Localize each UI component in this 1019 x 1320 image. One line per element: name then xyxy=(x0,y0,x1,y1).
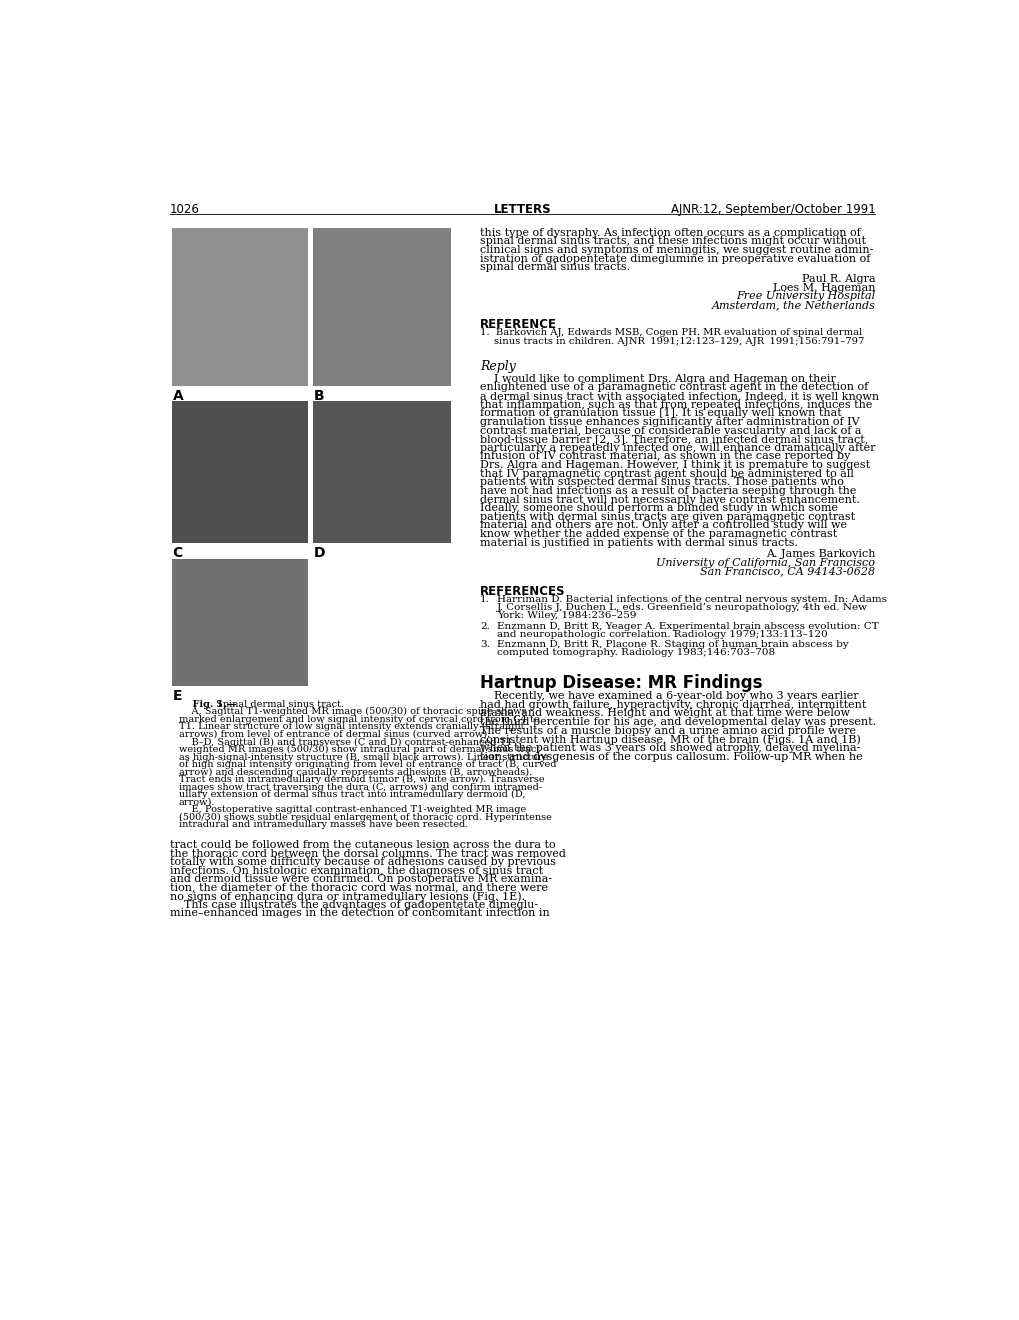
Text: istration of gadopentetate dimeglumine in preoperative evaluation of: istration of gadopentetate dimeglumine i… xyxy=(480,253,869,264)
Text: consistent with Hartnup disease. MR of the brain (Figs. 1A and 1B): consistent with Hartnup disease. MR of t… xyxy=(480,734,860,744)
Text: spinal dermal sinus tracts, and these infections might occur without: spinal dermal sinus tracts, and these in… xyxy=(480,236,865,247)
Text: E, Postoperative sagittal contrast-enhanced T1-weighted MR image: E, Postoperative sagittal contrast-enhan… xyxy=(178,805,526,814)
Text: 1026: 1026 xyxy=(170,203,200,216)
Text: of high signal intensity originating from level of entrance of tract (B, curved: of high signal intensity originating fro… xyxy=(178,760,555,770)
Text: San Francisco, CA 94143-0628: San Francisco, CA 94143-0628 xyxy=(700,566,874,577)
Text: patients with suspected dermal sinus tracts. Those patients who: patients with suspected dermal sinus tra… xyxy=(480,478,843,487)
Text: that IV paramagnetic contrast agent should be administered to all: that IV paramagnetic contrast agent shou… xyxy=(480,469,853,479)
Text: when the patient was 3 years old showed atrophy, delayed myelina-: when the patient was 3 years old showed … xyxy=(480,743,860,752)
Text: Drs. Algra and Hageman. However, I think it is premature to suggest: Drs. Algra and Hageman. However, I think… xyxy=(480,461,869,470)
Text: Harriman D. Bacterial infections of the central nervous system. In: Adams: Harriman D. Bacterial infections of the … xyxy=(496,595,887,605)
Text: the third percentile for his age, and developmental delay was present.: the third percentile for his age, and de… xyxy=(480,717,875,727)
Text: tract could be followed from the cutaneous lesion across the dura to: tract could be followed from the cutaneo… xyxy=(170,841,555,850)
Bar xyxy=(172,558,308,686)
Text: images show tract traversing the dura (C, arrows) and confirm intramed-: images show tract traversing the dura (C… xyxy=(178,783,541,792)
Text: arrow) and descending caudally represents adhesions (B, arrowheads).: arrow) and descending caudally represent… xyxy=(178,768,531,776)
Text: REFERENCE: REFERENCE xyxy=(480,318,556,330)
Text: know whether the added expense of the paramagnetic contrast: know whether the added expense of the pa… xyxy=(480,529,837,539)
Text: A. James Barkovich: A. James Barkovich xyxy=(765,549,874,560)
Text: 1.  Barkovich AJ, Edwards MSB, Cogen PH. MR evaluation of spinal dermal: 1. Barkovich AJ, Edwards MSB, Cogen PH. … xyxy=(480,329,861,338)
Text: T1. Linear structure of low signal intensity extends cranially (straight: T1. Linear structure of low signal inten… xyxy=(178,722,524,731)
Text: 2.: 2. xyxy=(480,622,489,631)
Text: have not had infections as a result of bacteria seeping through the: have not had infections as a result of b… xyxy=(480,486,856,496)
Text: D: D xyxy=(313,546,325,561)
Text: arrows) from level of entrance of dermal sinus (curved arrow).: arrows) from level of entrance of dermal… xyxy=(178,730,489,739)
Bar xyxy=(172,401,308,544)
Text: B: B xyxy=(313,388,324,403)
Text: University of California, San Francisco: University of California, San Francisco xyxy=(656,558,874,568)
Text: Enzmann D, Britt R, Yeager A. Experimental brain abscess evolution: CT: Enzmann D, Britt R, Yeager A. Experiment… xyxy=(496,622,878,631)
Text: Spinal dermal sinus tract.: Spinal dermal sinus tract. xyxy=(216,700,343,709)
Text: blood-tissue barrier [2, 3]. Therefore, an infected dermal sinus tract,: blood-tissue barrier [2, 3]. Therefore, … xyxy=(480,434,867,445)
Text: This case illustrates the advantages of gadopentetate dimeglu-: This case illustrates the advantages of … xyxy=(170,900,538,909)
Text: J, Corsellis J, Duchen L, eds. Greenfield’s neuropathology, 4th ed. New: J, Corsellis J, Duchen L, eds. Greenfiel… xyxy=(496,603,867,612)
Text: this type of dysraphy. As infection often occurs as a complication of: this type of dysraphy. As infection ofte… xyxy=(480,227,860,238)
Text: Enzmann D, Britt R, Placone R. Staging of human brain abscess by: Enzmann D, Britt R, Placone R. Staging o… xyxy=(496,640,848,649)
Text: ataxia, and weakness. Height and weight at that time were below: ataxia, and weakness. Height and weight … xyxy=(480,709,849,718)
Text: 3.: 3. xyxy=(480,640,489,649)
Text: patients with dermal sinus tracts are given paramagnetic contrast: patients with dermal sinus tracts are gi… xyxy=(480,512,854,521)
Text: Tract ends in intramedullary dermoid tumor (B, white arrow). Transverse: Tract ends in intramedullary dermoid tum… xyxy=(178,775,544,784)
Text: REFERENCES: REFERENCES xyxy=(480,585,566,598)
Text: York: Wiley, 1984:236–259: York: Wiley, 1984:236–259 xyxy=(496,611,636,620)
Text: Amsterdam, the Netherlands: Amsterdam, the Netherlands xyxy=(711,300,874,310)
Text: infusion of IV contrast material, as shown in the case reported by: infusion of IV contrast material, as sho… xyxy=(480,451,850,462)
Text: sinus tracts in children. AJNR  1991;12:123–129, AJR  1991;156:791–797: sinus tracts in children. AJNR 1991;12:1… xyxy=(493,337,864,346)
Text: infections. On histologic examination, the diagnoses of sinus tract: infections. On histologic examination, t… xyxy=(170,866,543,875)
Text: C: C xyxy=(172,546,182,561)
Text: 1.: 1. xyxy=(480,595,489,605)
Text: E: E xyxy=(172,689,181,704)
Text: arrow).: arrow). xyxy=(178,797,215,807)
Text: mine–enhanced images in the detection of concomitant infection in: mine–enhanced images in the detection of… xyxy=(170,908,549,919)
Text: and dermoid tissue were confirmed. On postoperative MR examina-: and dermoid tissue were confirmed. On po… xyxy=(170,874,551,884)
Text: had had growth failure, hyperactivity, chronic diarrhea, intermittent: had had growth failure, hyperactivity, c… xyxy=(480,700,866,710)
Text: that inflammation, such as that from repeated infections, induces the: that inflammation, such as that from rep… xyxy=(480,400,871,409)
Text: Hartnup Disease: MR Findings: Hartnup Disease: MR Findings xyxy=(480,675,762,692)
Text: Free University Hospital: Free University Hospital xyxy=(736,292,874,301)
Text: dermal sinus tract will not necessarily have contrast enhancement.: dermal sinus tract will not necessarily … xyxy=(480,495,859,504)
Text: granulation tissue enhances significantly after administration of IV: granulation tissue enhances significantl… xyxy=(480,417,859,426)
Text: Fig. 1.—: Fig. 1.— xyxy=(178,700,236,709)
Text: clinical signs and symptoms of meningitis, we suggest routine admin-: clinical signs and symptoms of meningiti… xyxy=(480,246,872,255)
Text: contrast material, because of considerable vascularity and lack of a: contrast material, because of considerab… xyxy=(480,425,861,436)
Bar xyxy=(172,227,308,385)
Text: Paul R. Algra: Paul R. Algra xyxy=(801,275,874,284)
Text: A: A xyxy=(172,388,183,403)
Text: material is justified in patients with dermal sinus tracts.: material is justified in patients with d… xyxy=(480,537,797,548)
Text: as high-signal-intensity structure (B, small black arrows). Linear structure: as high-signal-intensity structure (B, s… xyxy=(178,752,547,762)
Text: Recently, we have examined a 6-year-old boy who 3 years earlier: Recently, we have examined a 6-year-old … xyxy=(480,692,858,701)
Text: the thoracic cord between the dorsal columns. The tract was removed: the thoracic cord between the dorsal col… xyxy=(170,849,566,859)
Bar xyxy=(313,227,451,385)
Text: intradural and intramedullary masses have been resected.: intradural and intramedullary masses hav… xyxy=(178,821,468,829)
Text: A, Sagittal T1-weighted MR image (500/30) of thoracic spine shows: A, Sagittal T1-weighted MR image (500/30… xyxy=(178,708,526,717)
Text: AJNR:12, September/October 1991: AJNR:12, September/October 1991 xyxy=(669,203,874,216)
Text: tion, and dysgenesis of the corpus callosum. Follow-up MR when he: tion, and dysgenesis of the corpus callo… xyxy=(480,751,862,762)
Text: particularly a repeatedly infected one, will enhance dramatically after: particularly a repeatedly infected one, … xyxy=(480,442,874,453)
Text: I would like to compliment Drs. Algra and Hageman on their: I would like to compliment Drs. Algra an… xyxy=(480,374,836,384)
Text: Reply: Reply xyxy=(480,360,516,374)
Text: formation of granulation tissue [1]. It is equally well known that: formation of granulation tissue [1]. It … xyxy=(480,408,841,418)
Text: computed tomography. Radiology 1983;146:703–708: computed tomography. Radiology 1983;146:… xyxy=(496,648,774,657)
Bar xyxy=(313,401,451,544)
Text: LETTERS: LETTERS xyxy=(493,203,551,216)
Text: spinal dermal sinus tracts.: spinal dermal sinus tracts. xyxy=(480,263,630,272)
Text: The results of a muscle biopsy and a urine amino acid profile were: The results of a muscle biopsy and a uri… xyxy=(480,726,855,735)
Text: (500/30) shows subtle residual enlargement of thoracic cord. Hyperintense: (500/30) shows subtle residual enlargeme… xyxy=(178,813,551,822)
Text: a dermal sinus tract with associated infection. Indeed, it is well known: a dermal sinus tract with associated inf… xyxy=(480,391,878,401)
Text: weighted MR images (500/30) show intradural part of dermal sinus tract: weighted MR images (500/30) show intradu… xyxy=(178,744,539,754)
Text: enlightened use of a paramagnetic contrast agent in the detection of: enlightened use of a paramagnetic contra… xyxy=(480,383,867,392)
Text: no signs of enhancing dura or intramedullary lesions (Fig. 1E).: no signs of enhancing dura or intramedul… xyxy=(170,891,525,902)
Text: totally with some difficulty because of adhesions caused by previous: totally with some difficulty because of … xyxy=(170,857,555,867)
Text: marked enlargement and low signal intensity of cervical cord from C4 to: marked enlargement and low signal intens… xyxy=(178,715,539,723)
Text: Loes M. Hageman: Loes M. Hageman xyxy=(772,282,874,293)
Text: B–D, Sagittal (B) and transverse (C and D) contrast-enhanced T1-: B–D, Sagittal (B) and transverse (C and … xyxy=(178,738,515,747)
Text: ullary extension of dermal sinus tract into intramedullary dermoid (D,: ullary extension of dermal sinus tract i… xyxy=(178,791,525,800)
Text: and neuropathologic correlation. Radiology 1979;133:113–120: and neuropathologic correlation. Radiolo… xyxy=(496,630,827,639)
Text: Ideally, someone should perform a blinded study in which some: Ideally, someone should perform a blinde… xyxy=(480,503,838,513)
Text: tion, the diameter of the thoracic cord was normal, and there were: tion, the diameter of the thoracic cord … xyxy=(170,883,547,892)
Text: material and others are not. Only after a controlled study will we: material and others are not. Only after … xyxy=(480,520,847,531)
